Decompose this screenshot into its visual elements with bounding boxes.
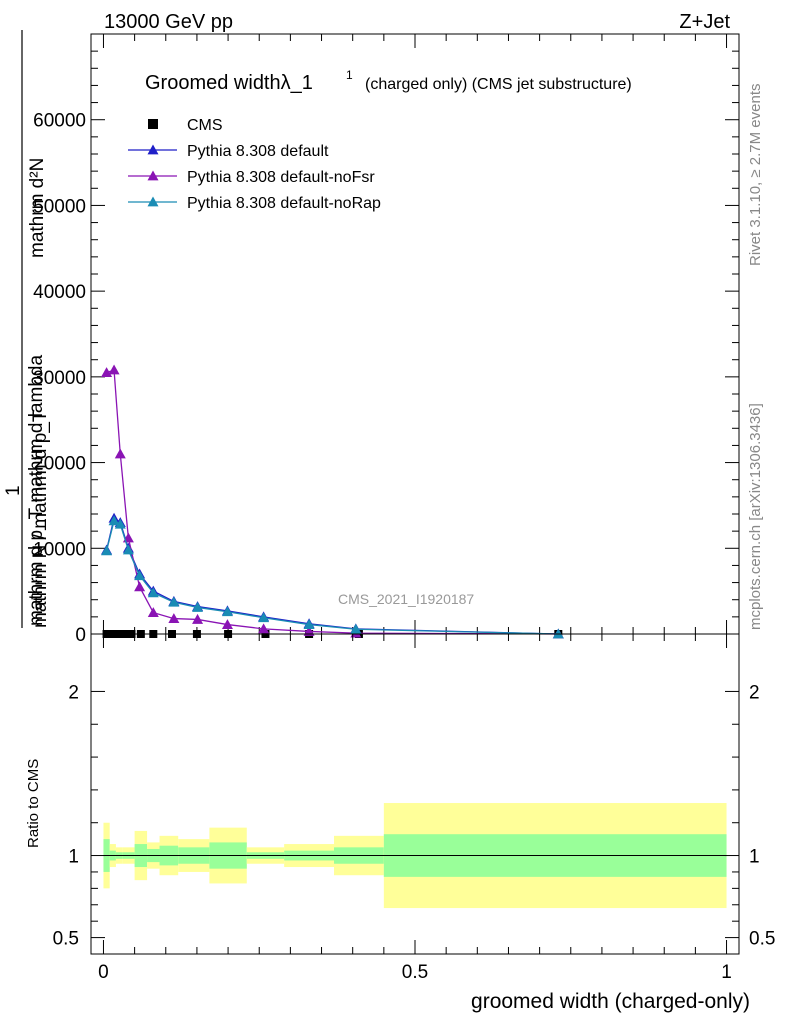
header-left: 13000 GeV pp (104, 11, 233, 33)
series-line (106, 369, 559, 635)
x-tick-label: 0 (98, 962, 109, 983)
legend-marker (147, 196, 159, 207)
legend-label: Pythia 8.308 default-noFsr (187, 169, 375, 186)
data-point (221, 619, 233, 629)
legend-item: Pythia 8.308 default-noFsr (128, 169, 375, 186)
ratio-panel: 0.5 0.51 12 2 0 0.5 1 Ratio to CMS groomed wi… (25, 633, 776, 1013)
legend-item: CMS (148, 117, 223, 134)
legend-marker (148, 119, 158, 129)
data-point (114, 518, 126, 529)
main-y-axis: 0 10000 20000 30000 40000 50000 60000 (33, 34, 739, 646)
ratio-y-axis: 0.5 0.5 1 1 2 2 (53, 682, 776, 949)
ratio-y-tick-label-right: 0.5 (749, 929, 775, 950)
legend-marker (147, 170, 159, 181)
data-point (108, 364, 120, 375)
data-point (192, 613, 204, 624)
main-panel: 0 10000 20000 30000 40000 50000 60000 Groomed … (3, 30, 740, 646)
data-point (258, 612, 270, 623)
main-y-label: mathrm d²N 1 mathrm N / mathrm d p_T mat… (3, 30, 51, 628)
x-axis: 0 0.5 1 (98, 634, 732, 983)
chart-title: Groomed widthλ_1 (145, 72, 313, 94)
data-point (168, 613, 180, 623)
x-tick-label: 1 (721, 962, 732, 983)
series-3 (101, 515, 564, 639)
data-point (552, 628, 564, 639)
legend: CMS Pythia 8.308 default Pythia 8.308 defa… (128, 117, 381, 212)
data-point (122, 544, 134, 555)
watermark: CMS_2021_I1920187 (338, 591, 474, 607)
data-point (258, 623, 270, 634)
data-point (147, 607, 159, 617)
data-point (101, 545, 113, 556)
data-point (168, 596, 180, 607)
x-axis-label: groomed width (charged-only) (471, 990, 750, 1013)
y-tick-label: 30000 (33, 368, 86, 389)
data-point (114, 448, 126, 459)
data-point (221, 606, 233, 617)
series-2 (101, 364, 564, 639)
data-point (350, 623, 362, 634)
legend-label: Pythia 8.308 default-noRap (187, 195, 381, 212)
data-point (192, 601, 204, 612)
y-tick-label: 40000 (33, 282, 86, 303)
data-point (108, 515, 120, 526)
data-point (303, 625, 315, 636)
ylabel-pre1: 1 (3, 485, 24, 496)
chart-title-sup: 1 (346, 68, 353, 82)
ratio-y-tick-label: 0.5 (53, 929, 79, 950)
y-tick-label: 20000 (33, 454, 86, 475)
rivet-label: Rivet 3.1.10, ≥ 2.7M events (747, 84, 764, 267)
header-right: Z+Jet (679, 11, 730, 33)
chart-subtitle: (charged only) (CMS jet substructure) (365, 76, 632, 93)
data-point (101, 367, 113, 377)
ylabel-numerator: mathrm d²N (27, 158, 48, 258)
legend-label: Pythia 8.308 default (187, 143, 329, 160)
ratio-y-tick-label-right: 2 (749, 682, 760, 703)
ratio-y-tick-label: 1 (68, 847, 79, 868)
ylabel-pre2: mathrm N / mathrm d p_T (30, 410, 51, 628)
y-tick-label: 10000 (33, 539, 86, 560)
ratio-y-tick-label-right: 1 (749, 847, 760, 868)
x-tick-label: 0.5 (402, 962, 428, 983)
y-tick-label: 50000 (33, 196, 86, 217)
ylabel-denominator: mathrm d p_T mathrm d lambda (26, 355, 47, 626)
data-point (147, 587, 159, 598)
data-point (134, 581, 146, 592)
ratio-y-tick-label: 2 (68, 682, 79, 703)
data-point (134, 570, 146, 581)
main-series (101, 364, 564, 639)
legend-marker (147, 144, 159, 155)
y-tick-label: 60000 (33, 111, 86, 132)
data-point (303, 619, 315, 629)
y-tick-label: 0 (75, 625, 86, 646)
legend-item: Pythia 8.308 default-noRap (128, 195, 381, 212)
legend-item: Pythia 8.308 default (128, 143, 329, 160)
mcplots-label: mcplots.cern.ch [arXiv:1306.3436] (747, 403, 764, 630)
legend-label: CMS (187, 117, 223, 134)
ratio-y-label: Ratio to CMS (25, 759, 42, 848)
